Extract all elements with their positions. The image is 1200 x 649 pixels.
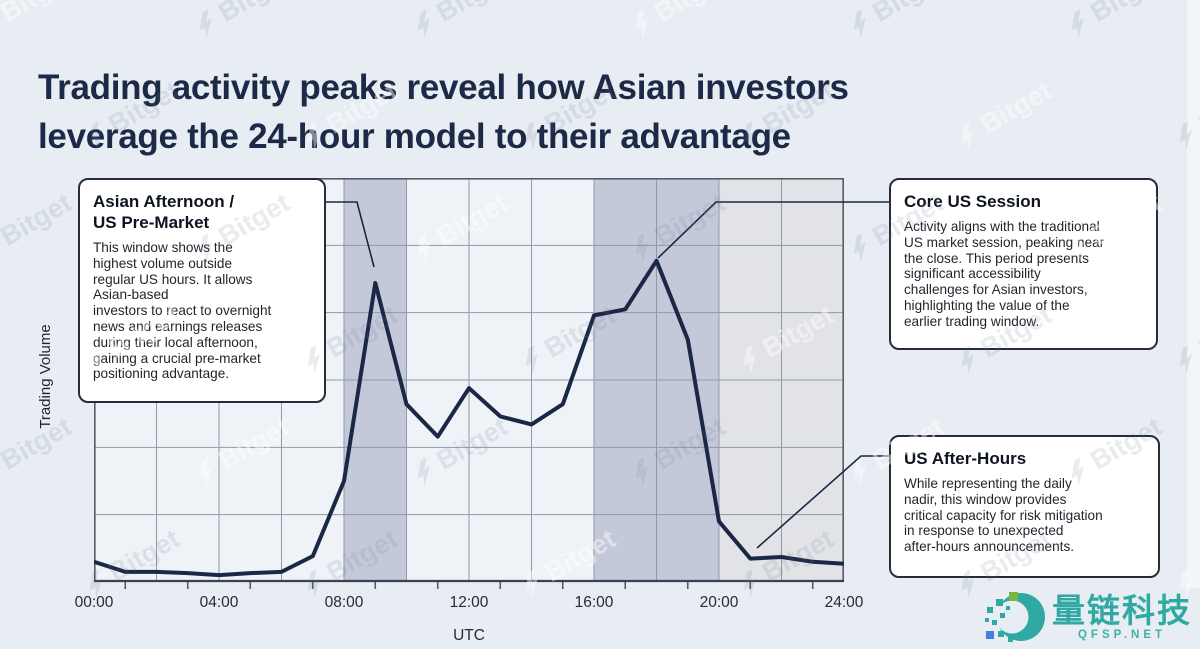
bitget-watermark: Bitget bbox=[1059, 0, 1167, 44]
watermark-text: Bitget bbox=[0, 0, 77, 29]
annotation-body: Activity aligns with the traditional US … bbox=[904, 219, 1105, 329]
bitget-watermark: Bitget bbox=[405, 0, 513, 44]
bitget-watermark: Bitget bbox=[949, 75, 1057, 155]
annotation-title: US After-Hours bbox=[904, 449, 1027, 468]
title-line-2: leverage the 24-hour model to their adva… bbox=[38, 117, 791, 157]
qlink-logo: 量链科技 QFSP.NET bbox=[984, 587, 1192, 647]
annotation-card-us-after-hours: US After-Hours While representing the da… bbox=[889, 435, 1160, 578]
right-edge-strip bbox=[1187, 0, 1200, 588]
logo-site: QFSP.NET bbox=[1077, 628, 1167, 641]
bitget-logo-icon bbox=[961, 120, 974, 150]
title-line-1: Trading activity peaks reveal how Asian … bbox=[38, 68, 849, 108]
bitget-watermark: Bitget bbox=[0, 0, 77, 44]
annotation-title: Asian Afternoon / US Pre-Market bbox=[93, 192, 235, 232]
bitget-watermark: Bitget bbox=[187, 0, 295, 44]
page-title: Trading activity peaks reveal how Asian … bbox=[38, 63, 849, 161]
bitget-logo-icon bbox=[199, 8, 212, 38]
x-tick-label: 24:00 bbox=[824, 594, 864, 611]
annotation-card-core-us-session: Core US Session Activity aligns with the… bbox=[889, 178, 1158, 350]
bitget-logo-icon bbox=[0, 6, 6, 42]
bitget-logo-icon bbox=[417, 8, 430, 38]
x-tick-label: 16:00 bbox=[574, 594, 614, 611]
logo-name: 量链科技 bbox=[1052, 591, 1192, 629]
bitget-logo-icon bbox=[0, 230, 6, 266]
qlink-logo-icon bbox=[985, 592, 1045, 642]
watermark-text: Bitget bbox=[1085, 0, 1167, 29]
watermark-text: Bitget bbox=[213, 0, 295, 29]
bitget-logo-icon bbox=[1071, 8, 1084, 38]
bitget-logo-icon bbox=[853, 8, 866, 38]
x-tick-label: 20:00 bbox=[699, 594, 739, 611]
bitget-logo-icon bbox=[853, 232, 866, 262]
bitget-watermark: Bitget bbox=[623, 0, 731, 44]
x-tick-label: 08:00 bbox=[324, 594, 364, 611]
watermark-text: Bitget bbox=[649, 0, 731, 29]
annotation-title: Core US Session bbox=[904, 192, 1041, 211]
annotation-card-asian-afternoon: Asian Afternoon / US Pre-Market This win… bbox=[78, 178, 326, 403]
bitget-logo-icon bbox=[635, 8, 648, 38]
watermark-text: Bitget bbox=[0, 187, 77, 252]
y-axis-label: Trading Volume bbox=[37, 324, 54, 429]
bitget-watermark: Bitget bbox=[841, 0, 949, 44]
x-tick-label: 00:00 bbox=[74, 594, 114, 611]
bitget-logo-icon bbox=[0, 454, 6, 490]
bitget-watermark: Bitget bbox=[0, 187, 77, 267]
x-tick-label: 04:00 bbox=[199, 594, 239, 611]
volume-line bbox=[94, 258, 844, 578]
watermark-text: Bitget bbox=[867, 0, 949, 29]
watermark-text: Bitget bbox=[975, 75, 1057, 140]
x-axis-label: UTC bbox=[453, 627, 485, 644]
annotation-body: This window shows the highest volume out… bbox=[93, 240, 272, 382]
x-tick-label: 12:00 bbox=[449, 594, 489, 611]
watermark-text: Bitget bbox=[431, 0, 513, 29]
bitget-logo-icon bbox=[853, 456, 866, 486]
annotation-body: While representing the daily nadir, this… bbox=[904, 476, 1103, 555]
